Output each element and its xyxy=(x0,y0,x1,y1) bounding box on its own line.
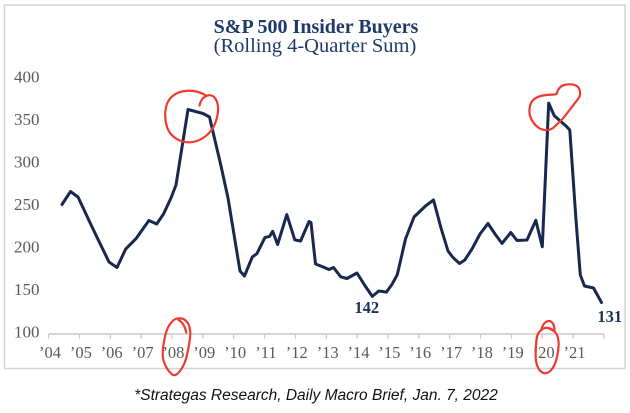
svg-text:’21: ’21 xyxy=(564,343,586,362)
svg-text:’19: ’19 xyxy=(502,343,524,362)
svg-text:’09: ’09 xyxy=(193,343,215,362)
svg-text:(Rolling 4-Quarter Sum): (Rolling 4-Quarter Sum) xyxy=(214,35,417,57)
svg-text:350: 350 xyxy=(14,110,40,129)
svg-text:*Strategas Research, Daily Mac: *Strategas Research, Daily Macro Brief, … xyxy=(134,387,498,404)
svg-text:’20: ’20 xyxy=(533,343,555,362)
svg-text:250: 250 xyxy=(14,195,40,214)
svg-text:142: 142 xyxy=(354,298,379,317)
svg-text:’07: ’07 xyxy=(132,343,154,362)
svg-text:’08: ’08 xyxy=(162,343,184,362)
svg-text:’13: ’13 xyxy=(317,343,339,362)
svg-text:’12: ’12 xyxy=(286,343,308,362)
svg-text:’04: ’04 xyxy=(39,343,61,362)
svg-text:400: 400 xyxy=(14,68,40,87)
svg-text:200: 200 xyxy=(14,238,40,257)
svg-text:’16: ’16 xyxy=(409,343,431,362)
svg-text:150: 150 xyxy=(14,280,40,299)
svg-text:’05: ’05 xyxy=(70,343,92,362)
svg-text:100: 100 xyxy=(14,323,40,342)
svg-text:’18: ’18 xyxy=(471,343,493,362)
svg-text:’14: ’14 xyxy=(348,343,370,362)
svg-text:300: 300 xyxy=(14,153,40,172)
svg-text:’10: ’10 xyxy=(224,343,246,362)
svg-text:’06: ’06 xyxy=(101,343,123,362)
svg-text:S&P 500 Insider Buyers: S&P 500 Insider Buyers xyxy=(214,16,419,38)
svg-text:’11: ’11 xyxy=(255,343,276,362)
svg-text:’15: ’15 xyxy=(378,343,400,362)
svg-text:’17: ’17 xyxy=(440,343,462,362)
svg-text:131: 131 xyxy=(597,307,622,326)
